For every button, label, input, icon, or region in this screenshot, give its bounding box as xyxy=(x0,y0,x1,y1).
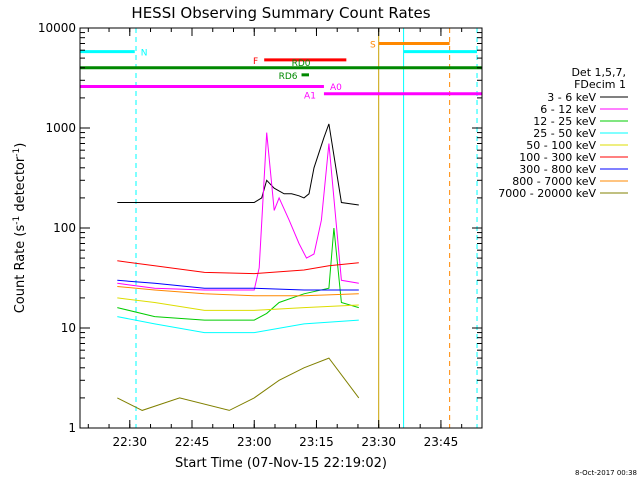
x-tick-label: 23:45 xyxy=(424,435,459,449)
footer-date: 8-Oct-2017 00:38 xyxy=(575,469,637,477)
y-tick-label: 10 xyxy=(61,321,76,335)
legend-label: 100 - 300 keV xyxy=(519,151,596,164)
legend-label: 3 - 6 keV xyxy=(547,91,596,104)
y-tick-label: 100 xyxy=(53,221,76,235)
legend-label: 25 - 50 keV xyxy=(533,127,596,140)
chart-title: HESSI Observing Summary Count Rates xyxy=(131,4,430,22)
flag-label-rd0: RD0 xyxy=(292,59,311,69)
legend-label: 7000 - 20000 keV xyxy=(498,187,596,200)
y-tick-label: 1000 xyxy=(45,121,76,135)
x-axis-label: Start Time (07-Nov-15 22:19:02) xyxy=(175,456,387,471)
legend-header: Det 1,5,7, xyxy=(571,66,626,79)
flag-label-s: S xyxy=(370,40,376,50)
flag-label-a0: A0 xyxy=(330,83,342,93)
x-tick-label: 23:15 xyxy=(299,435,334,449)
series-line-6-12-kev xyxy=(117,132,359,291)
series-line-50-100-kev xyxy=(117,297,359,311)
x-tick-label: 23:00 xyxy=(237,435,272,449)
x-tick-label: 23:30 xyxy=(361,435,396,449)
legend-header: FDecim 1 xyxy=(574,78,626,91)
series-line-12-25-kev xyxy=(117,227,359,321)
legend-label: 6 - 12 keV xyxy=(540,103,596,116)
flag-label-rd6: RD6 xyxy=(279,72,298,82)
y-tick-label: 1 xyxy=(68,421,76,435)
series-line-7000-20000-kev xyxy=(117,357,360,411)
flag-label-f: F xyxy=(253,57,258,67)
series-line-300-800-kev xyxy=(117,279,359,291)
series-line-25-50-kev xyxy=(117,316,359,334)
series-line-3-6-kev xyxy=(117,123,359,206)
legend-label: 800 - 7000 keV xyxy=(512,175,596,188)
series-line-800-7000-kev xyxy=(117,286,359,297)
legend-label: 300 - 800 keV xyxy=(519,163,596,176)
legend-label: 12 - 25 keV xyxy=(533,115,596,128)
y-axis-label: Count Rate (s-1 detector-1) xyxy=(12,143,28,314)
x-tick-label: 22:45 xyxy=(175,435,210,449)
data-layer: N S F RD0 RD6 A0 A1 xyxy=(79,28,482,428)
y-tick-label: 10000 xyxy=(38,21,76,35)
flag-label-n: N xyxy=(141,49,148,59)
axis-layer: 22:30 22:45 23:00 23:15 23:30 23:45 1 10 100 1000… xyxy=(38,21,482,449)
legend-label: 50 - 100 keV xyxy=(526,139,596,152)
flag-label-a1: A1 xyxy=(304,92,316,102)
series-line-100-300-kev xyxy=(117,260,359,275)
x-tick-label: 22:30 xyxy=(112,435,147,449)
